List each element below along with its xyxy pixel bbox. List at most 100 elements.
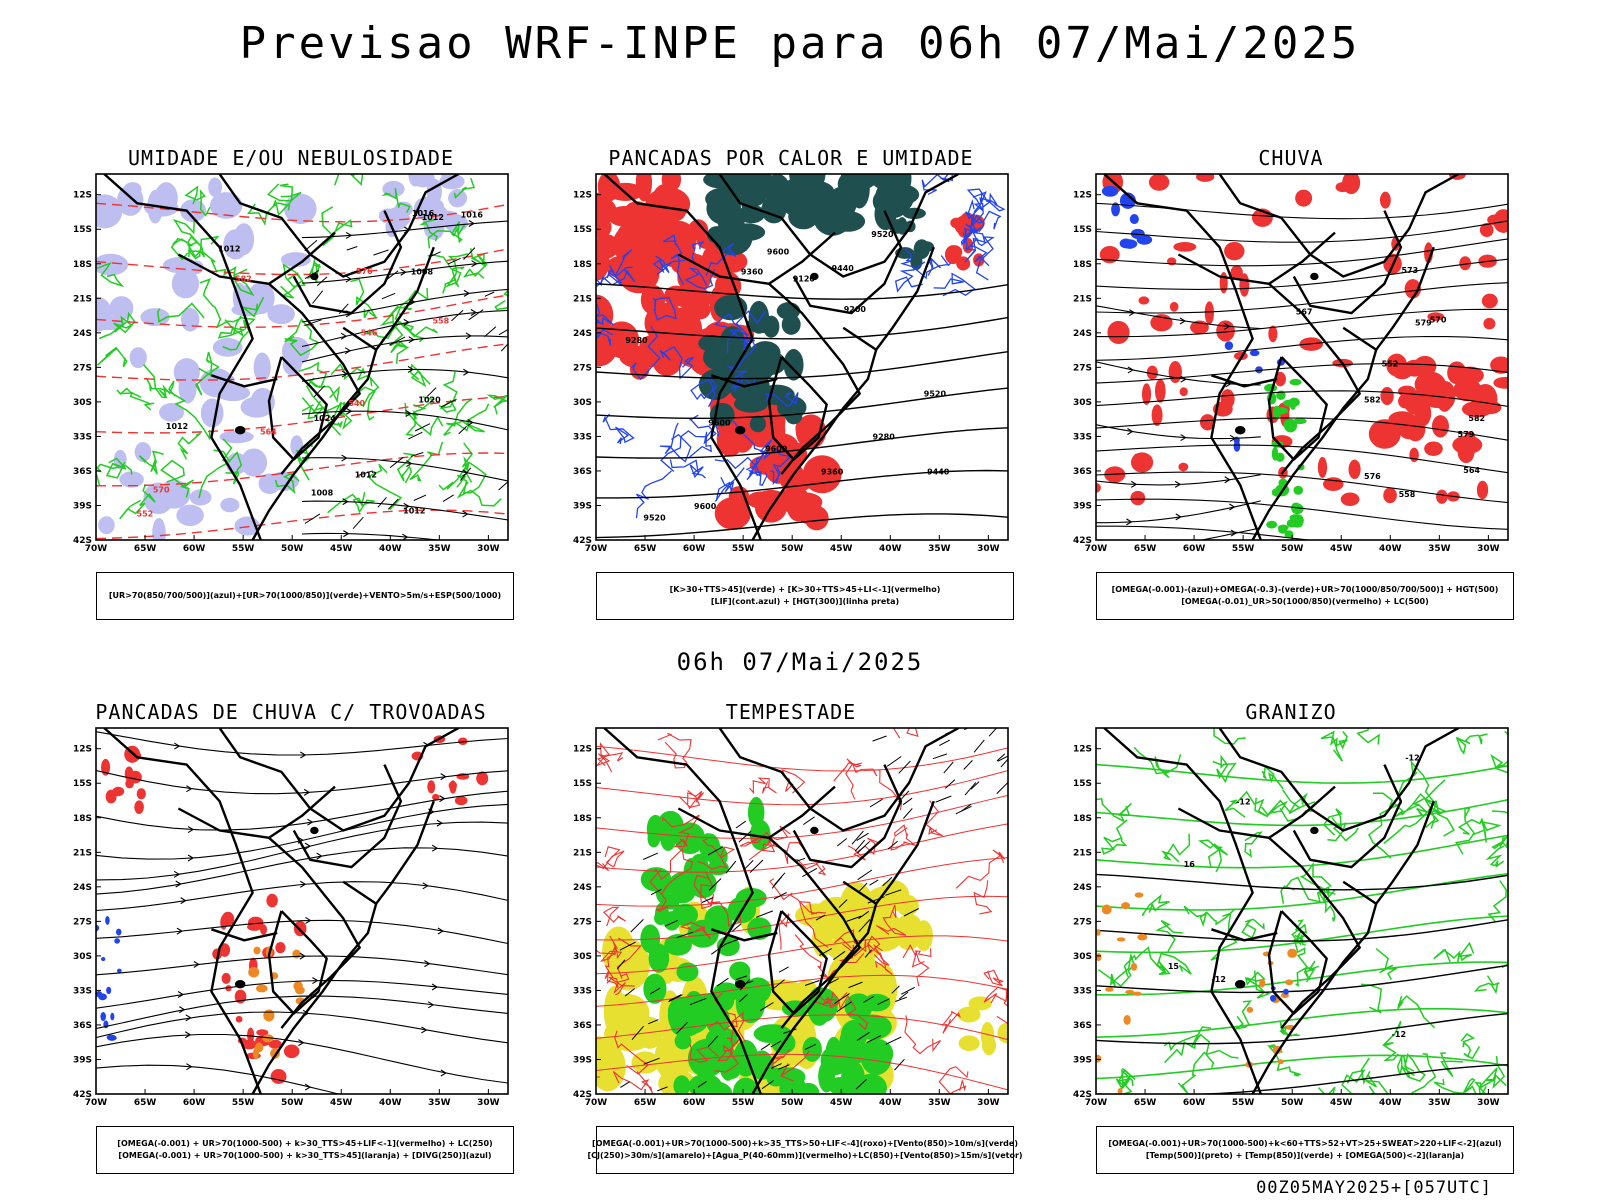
field-patch [1391,361,1413,380]
wind-vector [744,860,754,870]
lat-label: 15S [73,225,92,235]
contour-line [170,235,206,261]
field-patch [749,415,766,433]
lake [810,826,819,835]
contour-line [691,240,705,265]
field-patch [1196,174,1215,182]
streamline-arrow [1224,476,1231,484]
legend-box: [OMEGA(-0.001)+UR>70(1000-500)+k<60+TTS>… [1096,1126,1514,1174]
wind-vector [760,1043,771,1051]
isoline [596,794,1008,839]
isoline [596,745,1008,772]
wind-vector [507,309,508,311]
lon-label: 70W [1085,544,1108,554]
field-patch [850,880,933,952]
wind-vector [864,949,872,958]
country-border [792,764,903,869]
map-frame [595,727,1009,1095]
contour-line [213,449,243,485]
streamline-arrow [342,498,349,506]
wind-vector [498,481,508,491]
country-border [603,728,762,1094]
contour-line [1473,975,1500,995]
lon-label: 45W [1330,1098,1353,1108]
streamline-arrow [440,773,447,781]
contour-line [1177,1049,1239,1094]
wind-vector [707,1035,719,1048]
streamline-arrow [462,510,469,518]
field-patch [640,796,772,1011]
field-patch [1493,376,1508,389]
borders [103,728,460,1094]
field-patch [1239,273,1250,297]
lon-label: 40W [379,1098,402,1108]
lon-label: 40W [879,544,902,554]
contour-line [1160,833,1191,863]
field-patch [747,917,772,940]
lat-label: 33S [1073,986,1092,996]
contour-line [748,825,791,861]
contour-line [764,392,799,408]
isoline [596,974,1008,1007]
isoline [1096,961,1508,996]
contour-label: 564 [1463,466,1480,475]
lat-label: 18S [1073,260,1092,270]
contour-line [1460,1033,1481,1060]
contour-line [612,1070,654,1094]
legend-box: [OMEGA(-0.001)-(azul)+OMEGA(-0.3)-(verde… [1096,572,1514,620]
lake [1234,426,1246,435]
contour-line [724,336,757,380]
field-patch [1246,1006,1254,1013]
wind-vector [856,832,869,842]
wind-vector [732,923,742,932]
field-patch [677,259,712,295]
field-patch [448,781,457,790]
streamline-group [301,220,508,540]
lon-label: 65W [1134,544,1157,554]
streamline-arrow [1179,317,1187,325]
contour-line [419,218,438,242]
contour-line [635,470,673,519]
streamline-group [96,731,508,1094]
contour-line [649,869,669,912]
lat-label: 24S [73,883,92,893]
lon-label: 60W [183,544,206,554]
contour-line [833,758,862,800]
field-patch [247,1027,255,1043]
field-patch [1293,418,1307,425]
panel-pancadas-calor: PANCADAS POR CALOR E UMIDADE 12S 15S 18S 21… [556,146,1026,636]
borders [1103,728,1460,1094]
wind-vector [427,387,437,397]
wind-vector [676,1021,689,1034]
lat-label: 42S [1073,1090,1092,1100]
wind-vector [855,1079,867,1090]
field-patch [220,497,240,513]
panel-title: GRANIZO [1245,700,1337,724]
field-patch [1342,174,1361,195]
isoline [596,283,1008,300]
field-patch [917,241,935,253]
lon-label: 55W [1232,1098,1255,1108]
lat-label: 33S [573,432,592,442]
streamline-arrow [298,1039,305,1047]
field-patch [221,972,231,984]
field-patch [1274,371,1286,387]
field-patch [1125,989,1135,995]
field-patch [1283,988,1289,995]
streamline-arrow [402,533,409,540]
wind-vector [964,782,977,796]
contour-line [1501,963,1508,969]
field-patch [795,492,822,525]
streamline-arrow [1224,322,1231,330]
field-patch [106,986,112,995]
field-patch [275,941,286,954]
lat-label: 21S [573,848,592,858]
field-patch [617,253,660,294]
field-patch [732,174,772,196]
lat-label: 15S [573,779,592,789]
field-patch [1268,325,1278,343]
streamline [96,847,508,895]
streamline-arrow [408,336,415,344]
lon-label: 30W [977,1098,1000,1108]
streamline-arrow [345,275,352,283]
